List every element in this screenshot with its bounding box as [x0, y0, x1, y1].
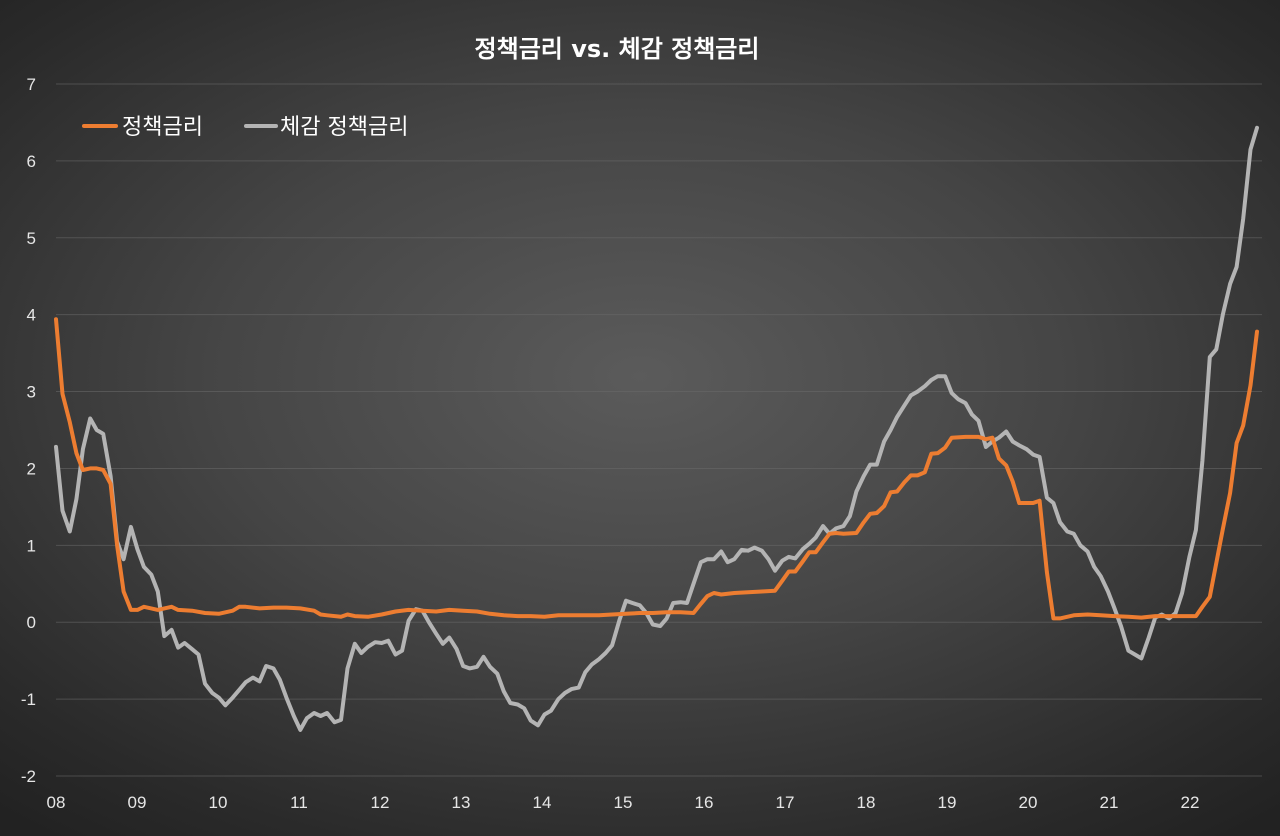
y-tick-label: 3 [27, 383, 36, 402]
x-tick-label: 09 [128, 793, 147, 812]
y-tick-label: 6 [27, 152, 36, 171]
y-axis-ticks: -2 -1 0 1 2 3 4 5 6 7 [21, 75, 36, 786]
y-tick-label: 5 [27, 229, 36, 248]
x-tick-label: 21 [1100, 793, 1119, 812]
x-tick-label: 17 [776, 793, 795, 812]
x-tick-label: 18 [857, 793, 876, 812]
x-tick-label: 11 [290, 793, 308, 812]
series-line-perceived-rate [54, 125, 1259, 732]
x-tick-label: 16 [695, 793, 714, 812]
x-tick-label: 12 [371, 793, 390, 812]
legend: 정책금리 체감 정책금리 [82, 115, 408, 140]
x-axis-ticks: 08 09 10 11 12 13 14 15 16 17 18 19 20 21 22 [47, 793, 1200, 812]
legend-label-policy-rate: 정책금리 [122, 115, 203, 140]
series-lines [54, 125, 1259, 732]
x-tick-label: 08 [47, 793, 66, 812]
x-tick-label: 13 [452, 793, 471, 812]
x-tick-label: 19 [938, 793, 957, 812]
y-tick-label: 7 [27, 75, 36, 94]
y-tick-label: 0 [27, 613, 36, 632]
x-tick-label: 14 [533, 793, 552, 812]
y-tick-label: 2 [27, 459, 36, 478]
y-tick-label: 1 [27, 536, 36, 555]
x-tick-label: 22 [1181, 793, 1200, 812]
y-tick-label: -1 [21, 690, 36, 709]
chart-title: 정책금리 vs. 체감 정책금리 [475, 35, 760, 63]
x-tick-label: 10 [209, 793, 228, 812]
x-tick-label: 15 [614, 793, 633, 812]
gridlines [56, 83, 1262, 777]
y-tick-label: -2 [21, 767, 36, 786]
x-tick-label: 20 [1019, 793, 1038, 812]
series-line-policy-rate [54, 317, 1259, 621]
legend-label-perceived-rate: 체감 정책금리 [280, 115, 408, 140]
y-tick-label: 4 [27, 306, 36, 325]
